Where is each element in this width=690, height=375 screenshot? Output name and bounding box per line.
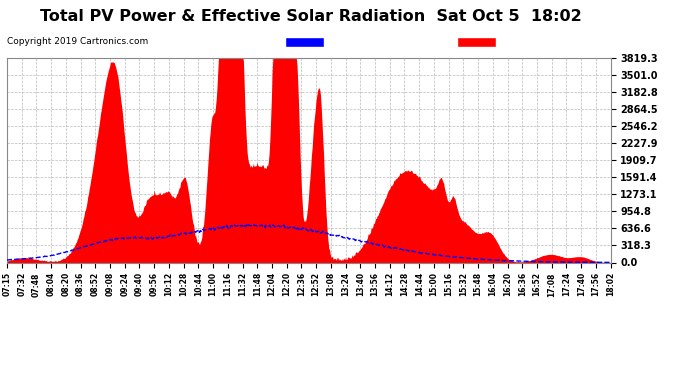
Text: Total PV Power & Effective Solar Radiation  Sat Oct 5  18:02: Total PV Power & Effective Solar Radiati… (39, 9, 582, 24)
Legend: Radiation (Effective w/m2), PV Panels (DC Watts): Radiation (Effective w/m2), PV Panels (D… (283, 35, 606, 50)
Text: Copyright 2019 Cartronics.com: Copyright 2019 Cartronics.com (7, 37, 148, 46)
